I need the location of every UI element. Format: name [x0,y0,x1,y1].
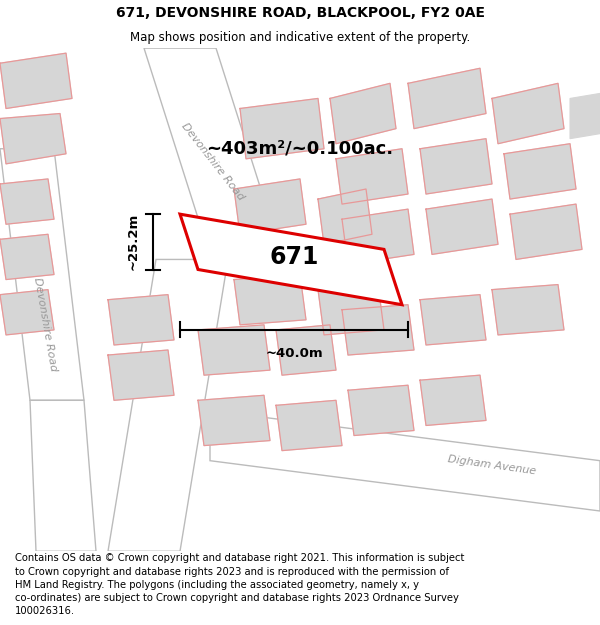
Polygon shape [198,325,270,375]
Text: 671: 671 [269,245,319,269]
Polygon shape [342,305,414,355]
Text: Devonshire Road: Devonshire Road [180,121,246,202]
Polygon shape [330,83,396,144]
Text: ~25.2m: ~25.2m [127,213,140,271]
Polygon shape [198,395,270,446]
Polygon shape [234,274,306,325]
Polygon shape [420,139,492,194]
Text: ~40.0m: ~40.0m [265,348,323,361]
Text: Map shows position and indicative extent of the property.: Map shows position and indicative extent… [130,31,470,44]
Polygon shape [504,144,576,199]
Polygon shape [234,179,306,234]
Polygon shape [510,204,582,259]
Polygon shape [0,179,54,224]
Polygon shape [492,284,564,335]
Polygon shape [420,375,486,426]
Polygon shape [210,411,600,511]
Text: ~403m²/~0.100ac.: ~403m²/~0.100ac. [206,140,394,158]
Polygon shape [108,294,174,345]
Polygon shape [108,350,174,400]
Polygon shape [408,68,486,129]
Polygon shape [0,114,66,164]
Polygon shape [108,259,228,551]
Polygon shape [144,48,288,274]
Polygon shape [570,93,600,139]
Polygon shape [0,289,54,335]
Polygon shape [426,199,498,254]
Polygon shape [240,98,324,159]
Polygon shape [276,325,336,375]
Polygon shape [420,294,486,345]
Text: Contains OS data © Crown copyright and database right 2021. This information is : Contains OS data © Crown copyright and d… [15,554,464,616]
Polygon shape [276,400,342,451]
Polygon shape [0,149,84,400]
Polygon shape [0,53,72,109]
Polygon shape [336,149,408,204]
Polygon shape [30,400,96,551]
Polygon shape [348,385,414,436]
Polygon shape [318,284,384,335]
Polygon shape [342,209,414,264]
Polygon shape [492,83,564,144]
Text: Digham Avenue: Digham Avenue [447,454,537,477]
Polygon shape [0,234,54,279]
Text: 671, DEVONSHIRE ROAD, BLACKPOOL, FY2 0AE: 671, DEVONSHIRE ROAD, BLACKPOOL, FY2 0AE [115,6,485,21]
Text: Devonshire Road: Devonshire Road [32,277,58,372]
Polygon shape [318,189,372,244]
Polygon shape [180,214,402,305]
